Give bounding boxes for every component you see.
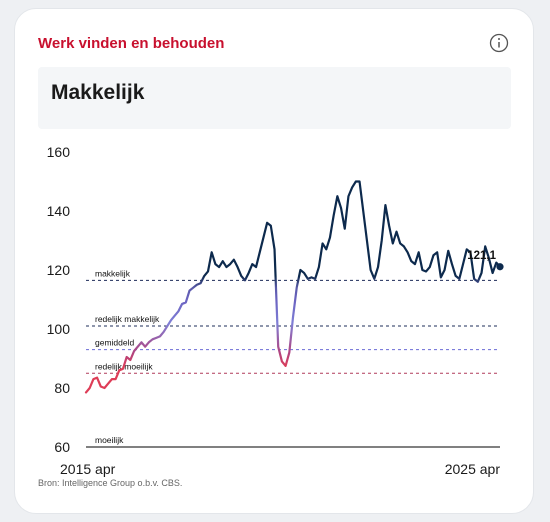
status-box: Makkelijk <box>38 67 511 129</box>
info-circle-icon[interactable] <box>489 33 509 53</box>
source-note: Bron: Intelligence Group o.b.v. CBS. <box>38 478 183 488</box>
last-point-marker <box>496 263 504 271</box>
reference-label: makkelijk <box>95 268 131 278</box>
last-value-label: 121,1 <box>467 250 496 262</box>
y-tick-label: 140 <box>47 203 71 219</box>
y-tick-label: 160 <box>47 144 71 160</box>
y-tick-label: 80 <box>54 380 70 396</box>
status-label: Makkelijk <box>51 81 145 104</box>
series-line <box>84 180 502 394</box>
reference-label: gemiddeld <box>95 338 134 348</box>
y-tick-label: 60 <box>54 439 70 455</box>
reference-label: moeilijk <box>95 435 124 445</box>
y-tick-label: 120 <box>47 262 71 278</box>
x-start-label: 2015 apr <box>60 461 116 477</box>
y-tick-label: 100 <box>47 321 71 337</box>
card-title: Werk vinden en behouden <box>38 35 225 52</box>
reference-label: redelijk makkelijk <box>95 314 160 324</box>
x-end-label: 2025 apr <box>445 461 501 477</box>
